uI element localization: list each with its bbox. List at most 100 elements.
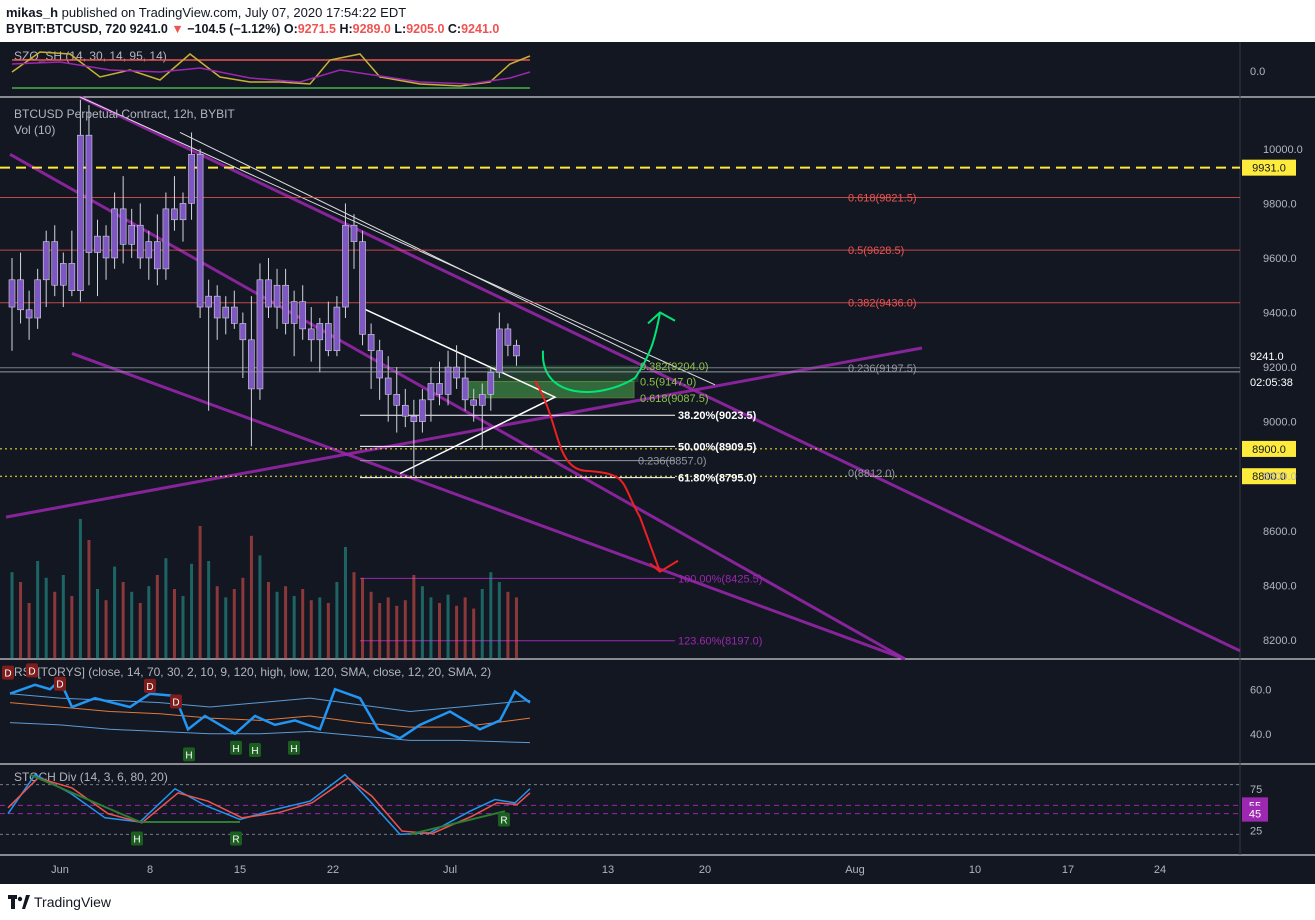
volume-bar <box>369 591 373 659</box>
price-badge-label: 8900.0 <box>1252 444 1286 456</box>
rsi-divergence-marker <box>144 678 156 693</box>
rsi-marker-label: H <box>232 744 239 755</box>
candle-body <box>68 263 76 291</box>
volume-bar <box>506 591 510 659</box>
candle-body <box>154 241 161 270</box>
volume-bar <box>497 582 501 659</box>
low-value: 9205.0 <box>406 22 445 36</box>
chart-header: mikas_h published on TradingView.com, Ju… <box>0 0 1315 42</box>
open-value: 9271.5 <box>297 22 336 36</box>
candle-body <box>282 284 289 324</box>
rsi-marker-label: H <box>251 746 258 757</box>
symbol-label[interactable]: BYBIT:BTCUSD, 720 <box>6 22 127 36</box>
szo-indicator-title: SZO_SH (14, 30, 14, 95, 14) <box>14 49 167 63</box>
rsi-divergence-marker <box>288 740 300 755</box>
bearish-scenario-arrow <box>534 380 661 573</box>
volume-bar <box>489 572 493 659</box>
candle-body <box>222 306 230 319</box>
candle-body <box>25 309 33 319</box>
author-name[interactable]: mikas_h <box>6 5 59 20</box>
candle-body <box>256 279 264 390</box>
downtrend-line <box>79 95 1241 653</box>
candle-body <box>59 263 67 286</box>
down-arrow-icon: ▼ <box>171 22 184 36</box>
last-price: 9241.0 <box>129 22 168 36</box>
candle-body <box>487 372 495 395</box>
candle-body <box>419 399 426 422</box>
channel-upper-line <box>9 152 906 661</box>
stoch-indicator-title: STOCH Div (14, 3, 6, 80, 20) <box>14 770 168 784</box>
volume-bar <box>403 600 407 659</box>
rsi-signal-line <box>9 702 531 728</box>
candle-body <box>299 301 307 330</box>
chart-background <box>0 42 1315 884</box>
candle-body <box>188 153 195 204</box>
thin-trend-line <box>79 96 716 386</box>
change-value: −104.5 (−1.12%) <box>187 22 281 36</box>
candle-body <box>350 224 358 242</box>
fib-level-label: 0.382(9436.0) <box>848 298 917 310</box>
price-tick-label: 9800.0 <box>1263 198 1297 210</box>
stoch-tick-label: 25 <box>1250 825 1262 837</box>
triangle-pattern <box>359 306 557 475</box>
brand-name[interactable]: TradingView <box>34 894 112 910</box>
volume-bar <box>241 577 245 659</box>
candle-body <box>145 241 153 259</box>
footer: TradingView <box>0 884 1315 920</box>
chart-canvas[interactable]: 9931.0 8900.0 8800.0 0.618(9821.5) 0.5(9628.… <box>0 42 1315 884</box>
volume-bar <box>70 596 74 659</box>
volume-bar <box>318 597 322 659</box>
candle-body <box>461 377 469 401</box>
bullish-scenario-arrow <box>541 312 661 393</box>
fib-green-label: 0.382(9204.0) <box>640 361 709 373</box>
candle-body <box>504 328 512 346</box>
candle-body <box>444 366 452 395</box>
candle-body <box>307 328 315 341</box>
candle-body <box>42 241 50 281</box>
volume-bar <box>147 586 151 659</box>
stoch-tick-label: 75 <box>1250 784 1262 796</box>
stoch-badge-label: 45 <box>1249 809 1261 821</box>
candle-body <box>128 224 135 245</box>
last-price-label: 9241.0 <box>1250 351 1284 363</box>
fib-level-label: 0.236(9197.5) <box>848 363 917 375</box>
volume-bar <box>446 594 450 659</box>
time-axis-label: 8 <box>147 864 153 876</box>
low-label: L: <box>394 22 407 36</box>
volume-bar <box>326 603 330 659</box>
uptrend-line <box>5 346 923 519</box>
volume-bar <box>155 575 159 659</box>
candle-body <box>102 235 110 259</box>
volume-bar <box>258 555 262 659</box>
time-axis-label: 20 <box>699 864 711 876</box>
rsi-indicator-title: RSI [TORYS] (close, 14, 70, 30, 2, 10, 9… <box>14 665 491 679</box>
candle-body <box>478 394 486 406</box>
rsi-divergence-marker <box>249 742 261 757</box>
volume-bar <box>343 547 347 659</box>
szo-tick-label: 0.0 <box>1250 66 1265 78</box>
candle-body <box>427 383 435 401</box>
main-pane-title: BTCUSD Perpetual Contract, 12h, BYBIT <box>14 107 235 121</box>
stoch-marker-label: R <box>500 815 507 826</box>
price-tick-label: 8600.0 <box>1263 526 1297 538</box>
candle-body <box>325 323 332 352</box>
rsi-lower-band <box>9 722 531 744</box>
stoch-marker-label: H <box>133 835 140 846</box>
rsi-marker-label: D <box>146 682 153 693</box>
time-axis-label: 22 <box>327 864 339 876</box>
rsi-tick-label: 40.0 <box>1250 729 1271 741</box>
price-badge <box>1242 159 1296 176</box>
time-axis-label: 13 <box>602 864 614 876</box>
rsi-marker-label: D <box>56 680 63 691</box>
stoch-k-line <box>7 773 531 836</box>
price-tick-label: 8800.0 <box>1263 471 1297 483</box>
time-axis-label: Jul <box>443 864 457 876</box>
candle-body <box>8 279 16 308</box>
rsi-line <box>9 678 531 740</box>
rsi-tick-label: 60.0 <box>1250 684 1271 696</box>
fib-white-label: 0.236(8857.0) <box>638 456 707 468</box>
candle-body <box>453 366 460 379</box>
rsi-divergence-marker <box>170 694 182 709</box>
candle-body <box>436 383 443 395</box>
time-axis-label: Aug <box>845 864 865 876</box>
